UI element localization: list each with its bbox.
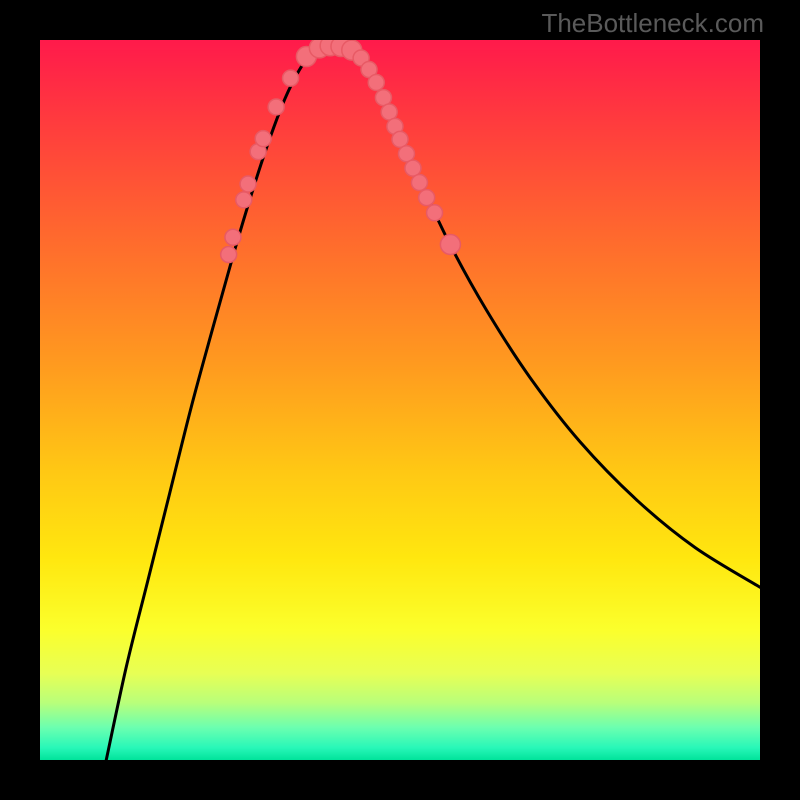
data-marker [375, 90, 391, 106]
data-marker [419, 190, 435, 206]
data-marker [427, 205, 443, 221]
data-marker [268, 99, 284, 115]
data-marker [440, 234, 460, 254]
data-marker [411, 175, 427, 191]
data-marker [398, 146, 414, 162]
data-marker [283, 70, 299, 86]
data-marker [392, 131, 408, 147]
watermark-label: TheBottleneck.com [541, 8, 764, 39]
data-marker [240, 176, 256, 192]
data-marker [255, 131, 271, 147]
data-marker [221, 247, 237, 263]
data-marker [405, 160, 421, 176]
data-marker [368, 74, 384, 90]
data-marker [225, 229, 241, 245]
data-marker [381, 104, 397, 120]
chart-svg [0, 0, 800, 800]
data-marker [236, 192, 252, 208]
chart-stage: { "canvas": { "width": 800, "height": 80… [0, 0, 800, 800]
